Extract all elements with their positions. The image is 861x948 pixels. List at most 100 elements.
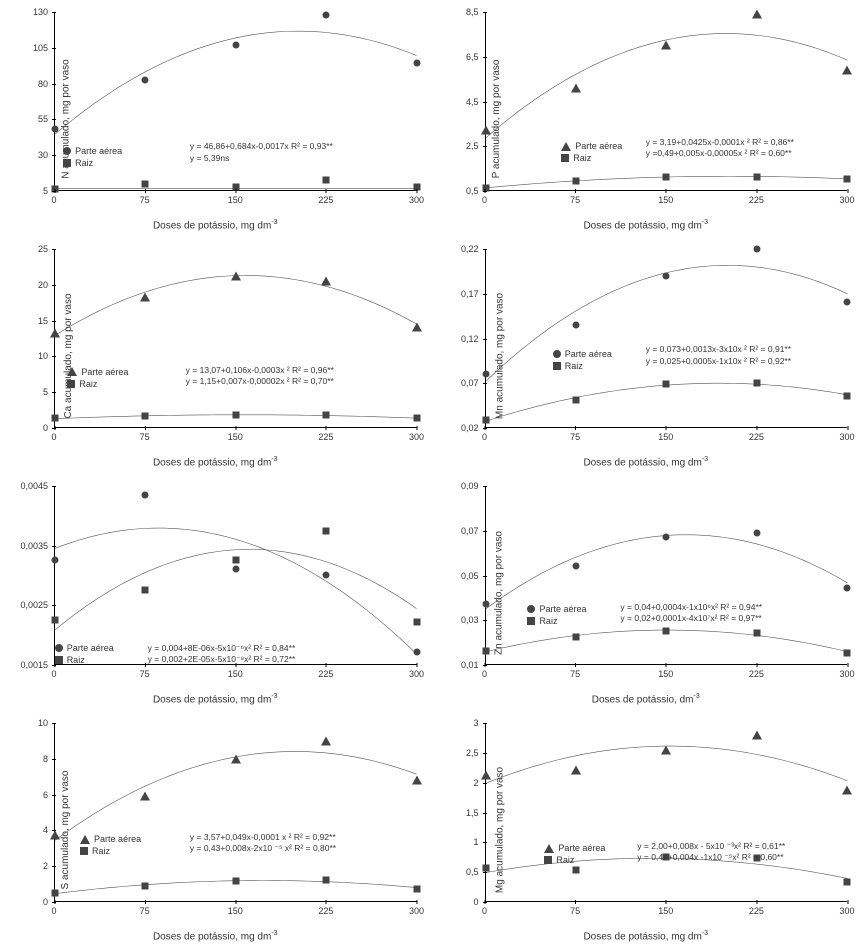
x-tick: 150 [228,195,243,205]
x-tick: 150 [658,432,673,442]
data-point [412,322,422,331]
circle-icon [663,534,670,541]
y-tick: 0,07 [461,526,479,536]
legend-item: Parte aérea [55,643,114,653]
legend: Parte aérea Raiz [527,604,586,628]
legend-item: Raiz [80,846,141,856]
square-icon [142,586,149,593]
circle-icon [663,272,670,279]
x-tick: 0 [482,432,487,442]
curves-layer [486,12,848,190]
legend-item: Parte aérea [67,367,128,377]
y-tick: 0,5 [466,186,479,196]
y-tick: 6 [43,790,48,800]
data-point [52,616,59,623]
legend-item: Parte aérea [527,604,586,614]
x-axis-label: Doses de potássio, mg dm-3 [153,456,278,468]
data-point [661,745,671,754]
equations: y = 0,073+0,0013x-3x10x ² R² = 0,91**y =… [646,344,791,367]
y-tick: 5 [43,186,48,196]
curves-layer [486,486,848,664]
legend: Parte aérea Raiz [544,843,605,867]
plot-area [54,723,417,902]
data-point [52,125,59,132]
data-point [571,766,581,775]
chart-grid: N acumulado, mg por vasoDoses de potássi… [0,0,861,948]
y-tick: 0,0035 [20,541,48,551]
square-icon [753,379,760,386]
equations: y = 3,57+0,049x-0,0001 x ² R² = 0,92**y … [190,832,336,855]
y-tick: 3 [473,718,478,728]
y-tick: 2,5 [466,748,479,758]
legend-label: Raiz [75,158,93,168]
legend-label: Raiz [67,655,85,665]
legend-label: Raiz [79,379,97,389]
y-tick: 55 [38,114,48,124]
data-point [142,413,149,420]
legend-item: Parte aérea [63,146,122,156]
x-axis-label: Doses de potássio, mg dm-3 [153,693,278,705]
circle-icon [52,557,59,564]
legend-label: Raiz [539,616,557,626]
triangle-icon [571,766,581,775]
data-point [413,885,420,892]
square-icon [844,649,851,656]
plot-area [485,486,848,665]
y-tick: 0 [43,897,48,907]
legend-item: Parte aérea [80,834,141,844]
circle-icon [844,585,851,592]
legend-item: Parte aérea [561,141,622,151]
x-tick: 75 [140,669,150,679]
data-point [844,392,851,399]
x-ticks: 075150225300 [54,193,417,207]
equations: y = 0,04+0,0004x-1x10⁶x² R² = 0,94**y = … [620,602,762,625]
data-point [231,272,241,281]
equation-text: y = 0,002+2E-05x-5x10⁻⁸x² R² = 0,72** [148,654,296,665]
data-point [844,879,851,886]
triangle-icon [412,775,422,784]
x-tick: 75 [140,432,150,442]
x-tick: 0 [51,906,56,916]
triangle-icon [140,791,150,800]
data-point [231,754,241,763]
y-tick: 0,03 [461,615,479,625]
square-icon [413,885,420,892]
circle-icon [52,125,59,132]
data-point [572,397,579,404]
data-point [572,867,579,874]
legend-label: Parte aérea [539,604,586,614]
y-tick: 1 [473,837,478,847]
legend-item: Raiz [544,855,605,865]
y-tick: 8,5 [466,7,479,17]
data-point [844,299,851,306]
data-point [323,177,330,184]
x-tick: 150 [228,906,243,916]
legend-label: Parte aérea [75,146,122,156]
data-point [232,41,239,48]
data-point [844,649,851,656]
y-tick: 0 [473,897,478,907]
circle-icon [572,321,579,328]
circle-icon [323,11,330,18]
x-tick: 150 [658,906,673,916]
equation-text: y = 0,02+0,0001x-4x10⁷x² R² = 0,97** [620,613,762,624]
triangle-icon [67,367,77,376]
panel-s: S acumulado, mg por vasoDoses de potássi… [4,715,427,944]
legend-label: Parte aérea [558,843,605,853]
panel-mg: Mg acumulado, mg por vasoDoses de potáss… [435,715,858,944]
data-point [752,730,762,739]
y-tick: 0,12 [461,334,479,344]
y-tick: 0,05 [461,571,479,581]
data-point [232,566,239,573]
y-ticks: 0,010,030,050,070,09 [435,486,483,665]
square-icon [142,413,149,420]
y-ticks: 5305580105130 [4,12,52,191]
triangle-icon [561,142,571,151]
data-point [482,416,489,423]
x-tick: 225 [318,669,333,679]
square-icon [572,634,579,641]
y-tick: 5 [43,387,48,397]
equation-text: y = 0,04+0,0004x-1x10⁶x² R² = 0,94** [620,602,762,613]
circle-icon [753,529,760,536]
equation-text: y = 0,073+0,0013x-3x10x ² R² = 0,91** [646,344,791,355]
